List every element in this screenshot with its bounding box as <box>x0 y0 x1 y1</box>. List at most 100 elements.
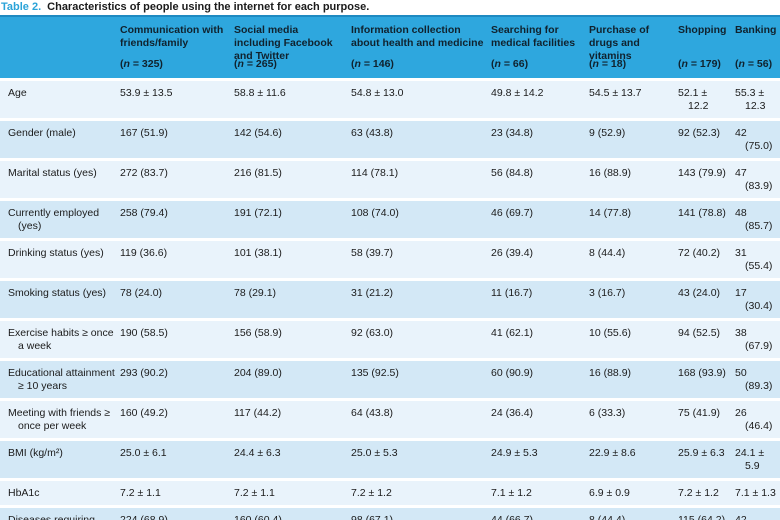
table-caption-text: Characteristics of people using the inte… <box>47 1 370 13</box>
row-label: BMI (kg/m²) <box>0 441 118 481</box>
table-row: BMI (kg/m²) 25.0 ± 6.1 24.4 ± 6.3 25.0 ± 5.… <box>0 441 780 481</box>
column-header-label: Social media including Facebook and Twit… <box>234 24 333 62</box>
table-row: Educational attainment ≥ 10 years 293 (90… <box>0 361 780 401</box>
table-cell: 16 (88.9) <box>587 361 676 401</box>
table-cell: 58.8 ± 11.6 <box>232 81 349 121</box>
table-cell: 24 (36.4) <box>489 401 587 441</box>
table-row: HbA1c 7.2 ± 1.1 7.2 ± 1.1 7.2 ± 1.2 7.1 ± 1.… <box>0 481 780 508</box>
table-cell: 7.2 ± 1.1 <box>232 481 349 508</box>
table-cell: 46 (69.7) <box>489 201 587 241</box>
table-cell: 115 (64.2) <box>676 508 733 520</box>
row-label: Marital status (yes) <box>0 161 118 201</box>
column-header-label: Banking <box>735 24 777 36</box>
table-cell: 117 (44.2) <box>232 401 349 441</box>
table-cell: 135 (92.5) <box>349 361 489 401</box>
row-label: Diseases requiring treatment (yes) <box>0 508 118 520</box>
table-cell: 168 (93.9) <box>676 361 733 401</box>
table-cell: 7.2 ± 1.1 <box>118 481 232 508</box>
column-n-count: (n = 66) <box>491 58 529 70</box>
table-cell: 92 (63.0) <box>349 321 489 361</box>
column-n-count: (n = 265) <box>234 58 277 70</box>
table-cell: 31 (21.2) <box>349 281 489 321</box>
table-cell: 160 (60.4) <box>232 508 349 520</box>
row-label: Currently employed (yes) <box>0 201 118 241</box>
table-cell: 119 (36.6) <box>118 241 232 281</box>
table-cell: 52.1 ± 12.2 <box>676 81 733 121</box>
table-cell: 190 (58.5) <box>118 321 232 361</box>
table-cell: 23 (34.8) <box>489 121 587 161</box>
table-cell: 31 (55.4) <box>733 241 780 281</box>
column-header: Purchase of drugs and vitamins (n = 18) <box>587 15 676 81</box>
column-n-count: (n = 146) <box>351 58 394 70</box>
table-cell: 24.1 ± 5.9 <box>733 441 780 481</box>
row-label: Educational attainment ≥ 10 years <box>0 361 118 401</box>
column-header-label: Searching for medical facilities <box>491 24 576 49</box>
table-cell: 191 (72.1) <box>232 201 349 241</box>
table-cell: 94 (52.5) <box>676 321 733 361</box>
table-cell: 98 (67.1) <box>349 508 489 520</box>
table-cell: 156 (58.9) <box>232 321 349 361</box>
table-cell: 49.8 ± 14.2 <box>489 81 587 121</box>
table-cell: 41 (62.1) <box>489 321 587 361</box>
table-cell: 6.9 ± 0.9 <box>587 481 676 508</box>
table-cell: 78 (29.1) <box>232 281 349 321</box>
table-cell: 14 (77.8) <box>587 201 676 241</box>
table-cell: 160 (49.2) <box>118 401 232 441</box>
table-cell: 63 (43.8) <box>349 121 489 161</box>
table-cell: 10 (55.6) <box>587 321 676 361</box>
table-cell: 204 (89.0) <box>232 361 349 401</box>
row-label: Gender (male) <box>0 121 118 161</box>
table-cell: 114 (78.1) <box>349 161 489 201</box>
table-cell: 42 (75.0) <box>733 121 780 161</box>
row-label: Meeting with friends ≥ once per week <box>0 401 118 441</box>
table-cell: 17 (30.4) <box>733 281 780 321</box>
row-label: Drinking status (yes) <box>0 241 118 281</box>
table-caption: Table 2. Characteristics of people using … <box>0 1 780 15</box>
table-cell: 44 (66.7) <box>489 508 587 520</box>
table-cell: 72 (40.2) <box>676 241 733 281</box>
table-row: Diseases requiring treatment (yes)224 (6… <box>0 508 780 520</box>
table-row: Marital status (yes) 272 (83.7) 216 (81.5)… <box>0 161 780 201</box>
table-row: Smoking status (yes) 78 (24.0) 78 (29.1) 31… <box>0 281 780 321</box>
table-cell: 22.9 ± 8.6 <box>587 441 676 481</box>
table-cell: 64 (43.8) <box>349 401 489 441</box>
table-row: Meeting with friends ≥ once per week 160 … <box>0 401 780 441</box>
table-cell: 7.1 ± 1.2 <box>489 481 587 508</box>
table-cell: 24.4 ± 6.3 <box>232 441 349 481</box>
table-cell: 58 (39.7) <box>349 241 489 281</box>
table-cell: 53.9 ± 13.5 <box>118 81 232 121</box>
column-n-count: (n = 179) <box>678 58 721 70</box>
table-cell: 11 (16.7) <box>489 281 587 321</box>
table-cell: 38 (67.9) <box>733 321 780 361</box>
column-header-label: Purchase of drugs and vitamins <box>589 24 650 62</box>
table-row: Drinking status (yes) 119 (36.6) 101 (38.1… <box>0 241 780 281</box>
table-cell: 108 (74.0) <box>349 201 489 241</box>
table-cell: 26 (46.4) <box>733 401 780 441</box>
header-row: Communication with friends/family (n = 32… <box>0 15 780 81</box>
column-header: Communication with friends/family (n = 32… <box>118 15 232 81</box>
characteristics-table: Communication with friends/family (n = 32… <box>0 15 780 520</box>
table-row: Age 53.9 ± 13.5 58.8 ± 11.6 54.8 ± 13.0 49.8… <box>0 81 780 121</box>
table-cell: 293 (90.2) <box>118 361 232 401</box>
table-row: Exercise habits ≥ once a week 190 (58.5) 1… <box>0 321 780 361</box>
table-cell: 75 (41.9) <box>676 401 733 441</box>
table-number: Table 2. <box>1 1 42 13</box>
table-cell: 54.8 ± 13.0 <box>349 81 489 121</box>
column-header: Social media including Facebook and Twit… <box>232 15 349 81</box>
table-cell: 54.5 ± 13.7 <box>587 81 676 121</box>
table-cell: 7.1 ± 1.3 <box>733 481 780 508</box>
table-cell: 47 (83.9) <box>733 161 780 201</box>
table-cell: 8 (44.4) <box>587 508 676 520</box>
table-cell: 24.9 ± 5.3 <box>489 441 587 481</box>
table-cell: 60 (90.9) <box>489 361 587 401</box>
row-label: Age <box>0 81 118 121</box>
table-cell: 42 (75.0) <box>733 508 780 520</box>
table-cell: 25.0 ± 6.1 <box>118 441 232 481</box>
column-header: Banking (n = 56) <box>733 15 780 81</box>
table-cell: 141 (78.8) <box>676 201 733 241</box>
column-n-count: (n = 56) <box>735 58 773 70</box>
table-cell: 224 (68.9) <box>118 508 232 520</box>
column-header: Shopping (n = 179) <box>676 15 733 81</box>
row-label: HbA1c <box>0 481 118 508</box>
